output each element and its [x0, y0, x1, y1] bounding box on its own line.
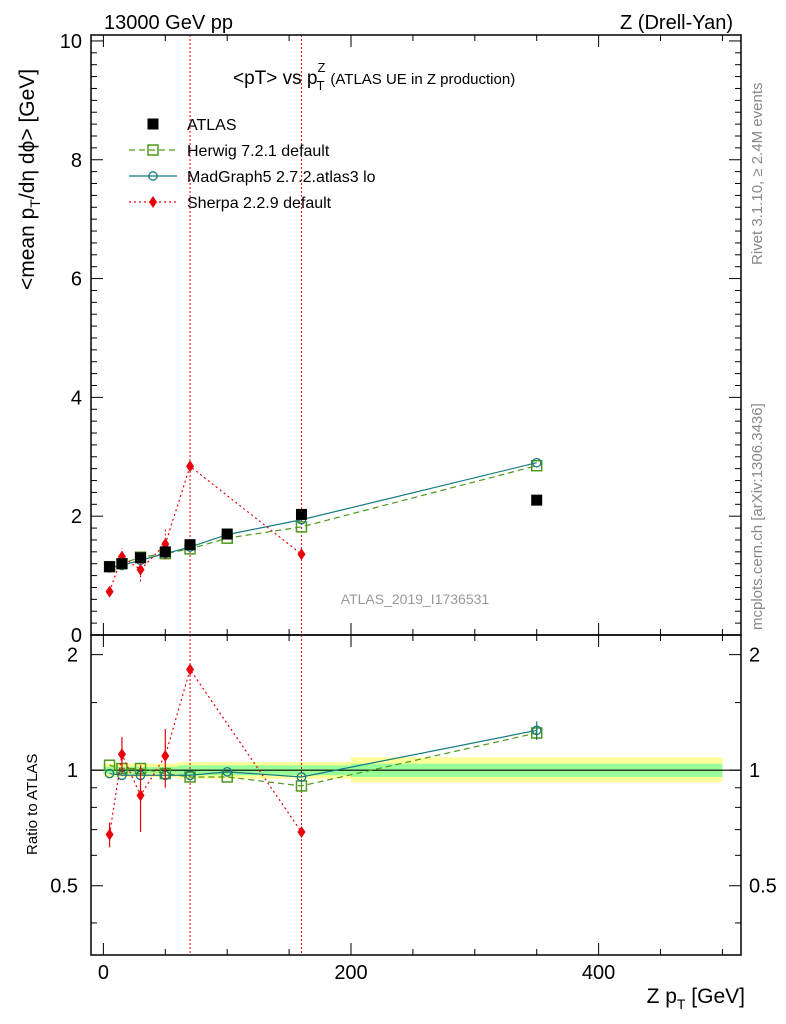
legend-label: Herwig 7.2.1 default [187, 143, 330, 160]
y-tick-label: 6 [71, 269, 82, 291]
y-axis-label-sub: T [27, 199, 43, 208]
y-tick-label: 10 [60, 31, 82, 53]
atlas-data-point [531, 494, 543, 506]
plot-title-sup: Z [318, 60, 326, 75]
legend-marker [149, 196, 157, 208]
series-ratio-point [531, 725, 542, 736]
y-axis-label-rest: /dη dϕ> [GeV] [16, 69, 39, 199]
series-ratio-point [186, 663, 195, 676]
y-tick-label: 8 [71, 150, 82, 172]
ratio-plot-frame [90, 634, 742, 956]
legend-marker [147, 118, 159, 130]
series-point [186, 460, 195, 473]
legend-marker [148, 171, 158, 181]
legend-label: MadGraph5 2.7.2.atlas3 lo [187, 169, 376, 186]
x-axis-label: Z pT [GeV] [647, 985, 745, 1012]
x-tick-label: 400 [582, 962, 615, 984]
series-ratio-point [136, 789, 145, 802]
series-ratio-line [109, 732, 537, 787]
series-ratio-point [184, 771, 196, 783]
series-ratio-point [105, 828, 114, 841]
series-ratio-point [161, 749, 170, 762]
series-point [105, 585, 114, 598]
header-left: 13000 GeV pp [104, 12, 233, 34]
legend-entry: MadGraph5 2.7.2.atlas3 lo [129, 169, 376, 186]
plot-title-sub: T [316, 78, 324, 93]
atlas-data-point [221, 528, 233, 540]
legend-label: Sherpa 2.2.9 default [187, 195, 332, 212]
series-ratio-point [296, 772, 307, 782]
atlas-data-point [116, 558, 128, 570]
series-open-circle [104, 457, 542, 782]
x-axis-label-suffix: [GeV] [685, 985, 745, 1008]
ratio-tick-label-right: 2 [749, 645, 760, 667]
y-axis-label: <mean pT/dη dϕ> [GeV] [16, 69, 43, 290]
series-layer [103, 457, 543, 848]
series-ratio-point [117, 748, 126, 761]
legend-entry: Sherpa 2.2.9 default [129, 195, 332, 212]
series-line [109, 465, 302, 592]
y-tick-label: 4 [71, 387, 82, 409]
ratio-tick-label: 1 [67, 760, 78, 782]
x-tick-label: 0 [98, 962, 109, 984]
atlas-data-point [159, 546, 171, 558]
atlas-data-point [184, 539, 196, 551]
reference-lines [91, 35, 741, 955]
plot-title-suffix: (ATLAS UE in Z production) [330, 71, 515, 88]
legend-marker [147, 144, 159, 156]
y-tick-label: 0 [71, 625, 82, 647]
series-point [295, 521, 308, 533]
side-text-top: Rivet 3.1.10, ≥ 2.4M events [749, 83, 766, 266]
ratio-tick-label: 0.5 [50, 876, 78, 898]
header-right: Z (Drell-Yan) [620, 12, 733, 34]
x-axis-label-main: Z p [647, 985, 677, 1008]
series-filled-diamond [105, 460, 306, 848]
ratio-tick-label: 2 [67, 645, 78, 667]
series-ratio-point [185, 770, 195, 781]
series-point [297, 548, 306, 561]
series-ratio-line [109, 729, 537, 778]
y-tick-label: 2 [71, 506, 82, 528]
ratio-tick-label-right: 1 [749, 760, 760, 782]
series-ratio-point [104, 768, 115, 779]
ratio-tick-label-right: 0.5 [749, 876, 777, 898]
series-point [531, 457, 542, 468]
legend-label: ATLAS [187, 117, 237, 134]
series-ratio-point [222, 767, 233, 777]
series-line [109, 465, 537, 568]
x-axis-label-sub: T [677, 996, 686, 1012]
series-point [136, 563, 145, 576]
ratio-y-axis-label: Ratio to ATLAS [24, 754, 41, 855]
plot-title: <pT> vs pZ T (ATLAS UE in Z production) [233, 60, 515, 93]
x-tick-label: 200 [334, 962, 367, 984]
legend-entry: ATLAS [147, 117, 237, 134]
atlas-data-point [295, 508, 307, 520]
plot-frames [90, 34, 742, 956]
side-text-bottom: mcplots.cern.ch [arXiv:1306.3436] [749, 403, 766, 630]
legend-entry: Herwig 7.2.1 default [129, 143, 330, 160]
atlas-data-point [104, 561, 116, 573]
atlas-data-point [135, 552, 147, 564]
legend: ATLAS Herwig 7.2.1 default MadGraph5 2.7.2… [129, 117, 376, 212]
series-ratio-point [103, 759, 116, 772]
series-ratio-line [108, 668, 302, 835]
analysis-id: ATLAS_2019_I1736531 [341, 591, 490, 607]
plot-title-main: <pT> vs p [233, 68, 318, 89]
y-axis-label-main: <mean p [16, 208, 39, 290]
series-point [530, 459, 543, 472]
series-ratio-point [297, 826, 306, 839]
